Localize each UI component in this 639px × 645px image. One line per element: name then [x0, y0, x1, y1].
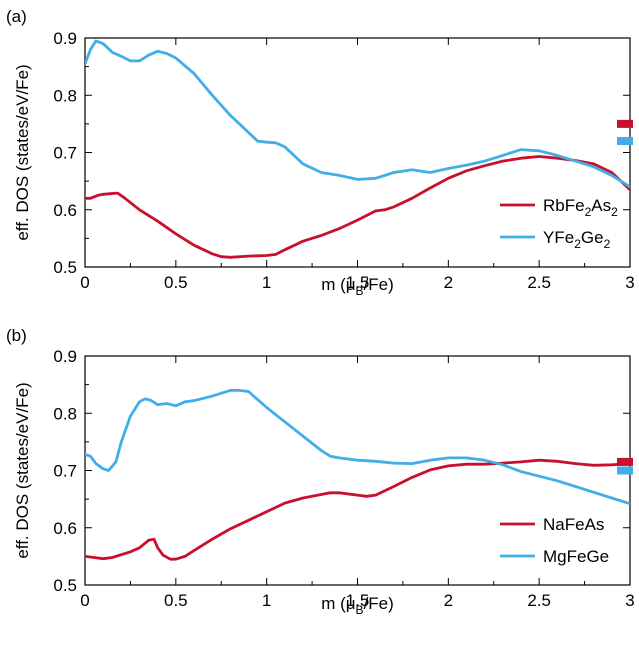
x-axis-title: m (μB/Fe) [321, 275, 394, 298]
series-line-0 [85, 458, 630, 561]
x-tick-label: 0.5 [164, 273, 188, 292]
x-tick-label: 3 [625, 273, 634, 292]
legend-label-0: RbFe2As2 [543, 196, 618, 219]
x-tick-label: 0 [80, 591, 89, 610]
x-tick-label: 0 [80, 273, 89, 292]
y-tick-label: 0.9 [53, 29, 77, 48]
legend-label-1: YFe2Ge2 [543, 228, 611, 251]
y-tick-label: 0.7 [53, 462, 77, 481]
x-tick-label: 1 [262, 273, 271, 292]
panel-label: (b) [6, 326, 27, 345]
series-marker-1 [617, 466, 633, 475]
series-marker-1 [617, 137, 633, 146]
x-tick-label: 0.5 [164, 591, 188, 610]
x-axis-title: m (μB/Fe) [321, 594, 394, 617]
series-marker-0 [617, 457, 633, 466]
series-marker-0 [617, 119, 633, 128]
y-axis-title: eff. DOS (states/eV/Fe) [13, 382, 32, 558]
x-tick-label: 1.5 [346, 591, 370, 610]
series-line-1 [85, 39, 630, 189]
y-tick-label: 0.9 [53, 347, 77, 366]
y-axis-title: eff. DOS (states/eV/Fe) [13, 64, 32, 240]
y-tick-label: 0.6 [53, 519, 77, 538]
x-tick-label: 1.5 [346, 273, 370, 292]
series-line-0 [85, 155, 630, 259]
chart-panel-a: (a)0 0.5 1 1.5 2 2.5 30.50.60.70.80.9m (μB/Fe)… [6, 7, 635, 298]
x-tick-label: 2 [444, 591, 453, 610]
legend-label-0: NaFeAs [543, 515, 604, 534]
chart-panel-b: (b)0 0.5 1 1.5 2 2.5 30.50.60.70.80.9m (μB/Fe)… [6, 326, 635, 617]
y-tick-label: 0.8 [53, 404, 77, 423]
y-tick-label: 0.7 [53, 144, 77, 163]
x-tick-label: 3 [625, 591, 634, 610]
x-tick-label: 1 [262, 591, 271, 610]
series-line-1 [85, 388, 630, 506]
y-tick-label: 0.5 [53, 258, 77, 277]
y-tick-label: 0.6 [53, 201, 77, 220]
legend-label-1: MgFeGe [543, 547, 609, 566]
y-tick-label: 0.5 [53, 576, 77, 595]
x-tick-label: 2.5 [527, 273, 551, 292]
x-tick-label: 2 [444, 273, 453, 292]
y-tick-label: 0.8 [53, 86, 77, 105]
panel-label: (a) [6, 7, 27, 26]
x-tick-label: 2.5 [527, 591, 551, 610]
